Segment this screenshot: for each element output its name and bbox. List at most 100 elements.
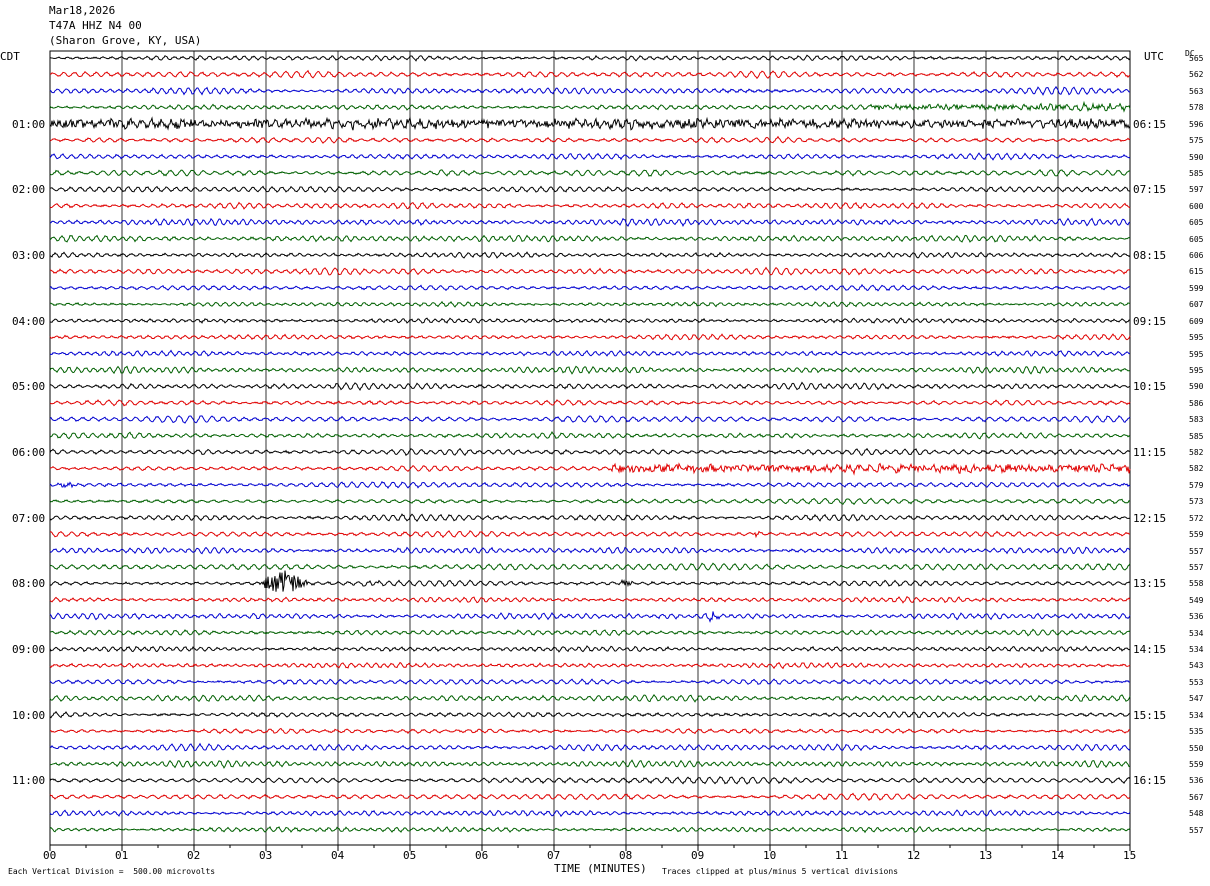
dc-offset-label: 559 [1189, 530, 1204, 540]
seismic-trace [49, 283, 1131, 292]
seismic-trace [49, 54, 1131, 62]
seismic-trace [49, 201, 1131, 210]
dc-offset-label: 605 [1189, 234, 1204, 244]
plot-frame [49, 50, 1131, 846]
dc-offset-label: 607 [1189, 300, 1204, 310]
seismic-trace [49, 727, 1131, 735]
left-time-label: 05:00 [12, 380, 46, 394]
left-time-label: 06:00 [12, 446, 46, 459]
dc-offset-label: 549 [1189, 595, 1204, 605]
dc-offset-label: 550 [1189, 743, 1204, 753]
seismic-trace [49, 365, 1131, 375]
dc-offset-label: 572 [1189, 513, 1204, 523]
x-tick-label: 01 [115, 849, 129, 862]
dc-offset-label: 590 [1189, 152, 1204, 162]
x-tick-label: 11 [835, 849, 849, 862]
dc-offset-label: 559 [1189, 759, 1204, 769]
seismic-trace [49, 251, 1131, 259]
dc-offset-label: 553 [1189, 677, 1204, 687]
right-time-label: 07:15 [1133, 183, 1167, 197]
x-tick-label: 02 [187, 849, 201, 862]
dc-offset-label: 567 [1189, 792, 1204, 802]
right-time-label: 08:15 [1133, 249, 1167, 262]
seismic-trace [49, 596, 1131, 604]
dc-offset-label: 548 [1189, 809, 1204, 819]
right-time-label: 14:15 [1133, 643, 1167, 656]
seismic-trace [49, 317, 1131, 324]
dc-offset-label: 534 [1189, 628, 1204, 638]
right-time-label: 11:15 [1133, 446, 1167, 459]
dc-offset-label: 536 [1189, 612, 1204, 622]
seismic-trace [49, 185, 1131, 193]
seismic-trace [49, 497, 1131, 506]
left-time-label: 08:00 [12, 577, 46, 591]
seismic-trace [49, 628, 1131, 637]
seismic-trace [49, 349, 1131, 358]
seismic-trace [49, 399, 1131, 407]
dc-offset-label: 585 [1189, 168, 1204, 178]
dc-offset-label: 557 [1189, 825, 1204, 835]
right-time-label: 10:15 [1133, 380, 1167, 394]
dc-offset-label: 573 [1189, 497, 1204, 507]
seismic-trace [49, 611, 1131, 623]
dc-offset-label: 558 [1189, 579, 1204, 589]
seismic-trace [49, 169, 1131, 178]
seismic-trace [49, 100, 1131, 113]
seismic-trace [49, 530, 1131, 539]
dc-offset-label: 599 [1189, 283, 1204, 293]
left-time-label: 03:00 [12, 249, 46, 262]
seismic-trace [49, 447, 1131, 457]
right-time-label: 12:15 [1133, 511, 1167, 525]
dc-offset-label: 578 [1189, 103, 1204, 113]
dc-offset-label: 536 [1189, 776, 1204, 786]
dc-offset-label: 609 [1189, 316, 1204, 326]
x-tick-label: 13 [979, 849, 993, 862]
x-tick-label: 09 [691, 849, 705, 862]
seismic-trace [49, 217, 1131, 227]
dc-offset-label: 565 [1189, 54, 1204, 63]
x-tick-label: 15 [1123, 849, 1137, 862]
x-tick-label: 12 [907, 849, 921, 862]
seismic-trace [49, 430, 1131, 440]
dc-offset-label: 534 [1189, 710, 1204, 720]
right-time-label: 16:15 [1133, 774, 1167, 788]
dc-offset-label: 582 [1189, 448, 1204, 457]
x-tick-label: 04 [331, 849, 345, 862]
dc-offset-label: 597 [1189, 185, 1204, 195]
clip-note: Traces clipped at plus/minus 5 vertical … [662, 867, 899, 876]
seismic-trace [49, 809, 1131, 818]
dc-offset-label: 600 [1189, 201, 1204, 211]
right-time-label: 13:15 [1133, 577, 1167, 591]
seismic-trace [49, 710, 1131, 719]
seismic-trace [49, 759, 1131, 769]
x-tick-label: 10 [763, 849, 777, 862]
seismic-trace [49, 678, 1131, 686]
dc-offset-label: 557 [1189, 546, 1204, 556]
left-time-label: 11:00 [12, 774, 46, 788]
dc-offset-label: 535 [1189, 727, 1204, 737]
dc-offset-label: 582 [1189, 464, 1204, 474]
station-id: T47A HHZ N4 00 [49, 19, 142, 32]
dc-offset-label: 562 [1189, 70, 1204, 80]
dc-offset-label: 579 [1189, 480, 1204, 490]
seismic-trace [49, 570, 1131, 592]
right-time-label: 15:15 [1133, 708, 1167, 722]
seismic-trace [49, 152, 1131, 161]
right-timezone-label: UTC [1144, 50, 1164, 63]
dc-offset-label: 543 [1189, 661, 1204, 671]
x-tick-label: 00 [43, 849, 57, 862]
x-tick-label: 05 [403, 849, 417, 862]
dc-offset-label: 615 [1189, 267, 1204, 277]
x-tick-label: 08 [619, 849, 633, 862]
left-time-label: 10:00 [12, 708, 46, 722]
seismic-trace [49, 462, 1131, 476]
record-date: Mar18,2026 [49, 4, 116, 17]
seismic-trace [49, 661, 1131, 670]
left-time-label: 07:00 [12, 511, 46, 525]
left-time-label: 01:00 [12, 117, 46, 131]
x-tick-label: 03 [259, 849, 273, 862]
dc-offset-label: 586 [1189, 398, 1204, 408]
seismic-trace [49, 776, 1131, 785]
left-time-label: 04:00 [12, 314, 46, 328]
